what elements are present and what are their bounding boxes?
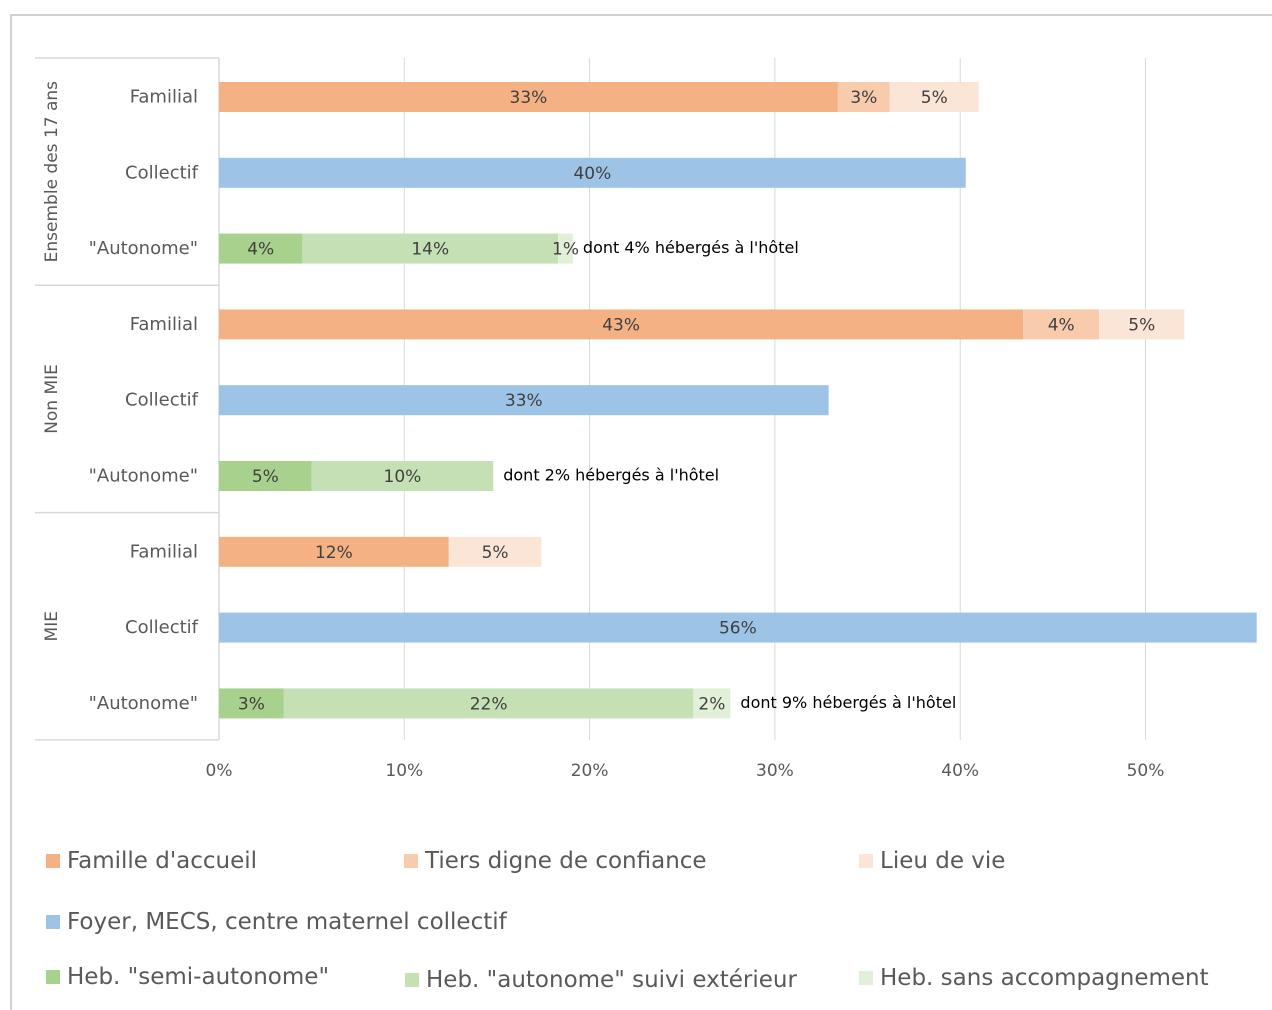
legend-label: Lieu de vie [880, 848, 1005, 874]
bar-segment-foyer [219, 385, 829, 416]
category-label: Collectif [125, 617, 199, 638]
data-label: 43% [602, 315, 640, 335]
data-label: 14% [411, 240, 449, 260]
legend-swatch-tiers [404, 854, 418, 868]
data-label: 33% [510, 88, 548, 108]
category-label: Familial [130, 87, 198, 108]
chart-frame [10, 14, 1272, 1010]
data-label: 22% [470, 694, 508, 714]
legend-swatch-autonome [405, 973, 419, 987]
bar-segment-famille [219, 82, 838, 112]
category-label: "Autonome" [89, 693, 198, 714]
data-label: 3% [850, 88, 877, 108]
data-label: 4% [247, 240, 274, 260]
legend-label: Foyer, MECS, centre maternel collectif [67, 909, 508, 935]
data-label: 3% [238, 694, 265, 714]
bar-segment-semi [219, 461, 312, 491]
bar-segment-semi [219, 233, 303, 264]
data-label: 10% [384, 467, 422, 487]
x-tick-label: 20% [571, 761, 609, 781]
bar-segment-tiers [837, 82, 890, 112]
bar-segment-autonome [302, 233, 559, 264]
data-label: 5% [252, 467, 279, 487]
category-label: Familial [130, 314, 198, 335]
category-label: "Autonome" [89, 238, 198, 259]
bar-segment-autonome [311, 461, 494, 491]
bar-segment-sans [693, 688, 731, 719]
bar-segment-lieu [889, 82, 979, 112]
data-label: 12% [315, 543, 353, 563]
x-tick-label: 10% [385, 761, 423, 781]
bar-segment-semi [219, 688, 284, 719]
bars [219, 82, 1257, 719]
legend-label: Heb. sans accompagnement [880, 965, 1209, 991]
category-label: "Autonome" [89, 466, 198, 487]
bar-segment-sans [558, 233, 573, 264]
data-label: 2% [698, 694, 725, 714]
labels: 0% 10% 20% 30% 40% 50% Ensemble des 17 ans Fami… [42, 81, 1164, 781]
bar-segment-famille [219, 309, 1024, 340]
legend-label: Tiers digne de confiance [424, 848, 707, 874]
category-label: Familial [130, 541, 198, 562]
x-tick-label: 0% [206, 761, 233, 781]
annotation: dont 2% hébergés à l'hôtel [503, 466, 719, 485]
x-tick-label: 30% [756, 761, 794, 781]
bar-segment-foyer [219, 612, 1257, 643]
data-label: 1% [552, 240, 579, 260]
data-label: 5% [921, 88, 948, 108]
legend-swatch-famille [46, 854, 60, 868]
bar-segment-famille [219, 536, 449, 567]
bar-segment-lieu [1099, 309, 1185, 340]
group-label: Ensemble des 17 ans [42, 81, 62, 263]
legend-swatch-semi [46, 970, 60, 984]
annotation: dont 9% hébergés à l'hôtel [740, 693, 956, 712]
legend-label: Famille d'accueil [67, 848, 257, 874]
bar-segment-foyer [219, 157, 966, 188]
legend-swatch-sans [859, 971, 873, 985]
legend-swatch-lieu [859, 854, 873, 868]
data-label: 4% [1048, 315, 1075, 335]
data-label: 56% [719, 619, 757, 639]
annotation: dont 4% hébergés à l'hôtel [583, 238, 799, 257]
data-label: 40% [573, 164, 611, 184]
bar-segment-lieu [448, 536, 542, 567]
legend: Famille d'accueil Tiers digne de confianc… [46, 848, 1209, 993]
bar-segment-tiers [1023, 309, 1100, 340]
data-label: 5% [482, 543, 509, 563]
data-label: 33% [505, 391, 543, 411]
category-label: Collectif [125, 390, 199, 411]
legend-swatch-foyer [46, 915, 60, 929]
x-tick-label: 40% [941, 761, 979, 781]
bar-segment-autonome [283, 688, 694, 719]
group-label: Non MIE [42, 364, 62, 434]
data-label: 5% [1128, 315, 1155, 335]
legend-label: Heb. "autonome" suivi extérieur [426, 967, 797, 993]
legend-label: Heb. "semi-autonome" [67, 964, 329, 990]
x-tick-label: 50% [1127, 761, 1165, 781]
group-label: MIE [42, 611, 62, 641]
category-label: Collectif [125, 162, 199, 183]
